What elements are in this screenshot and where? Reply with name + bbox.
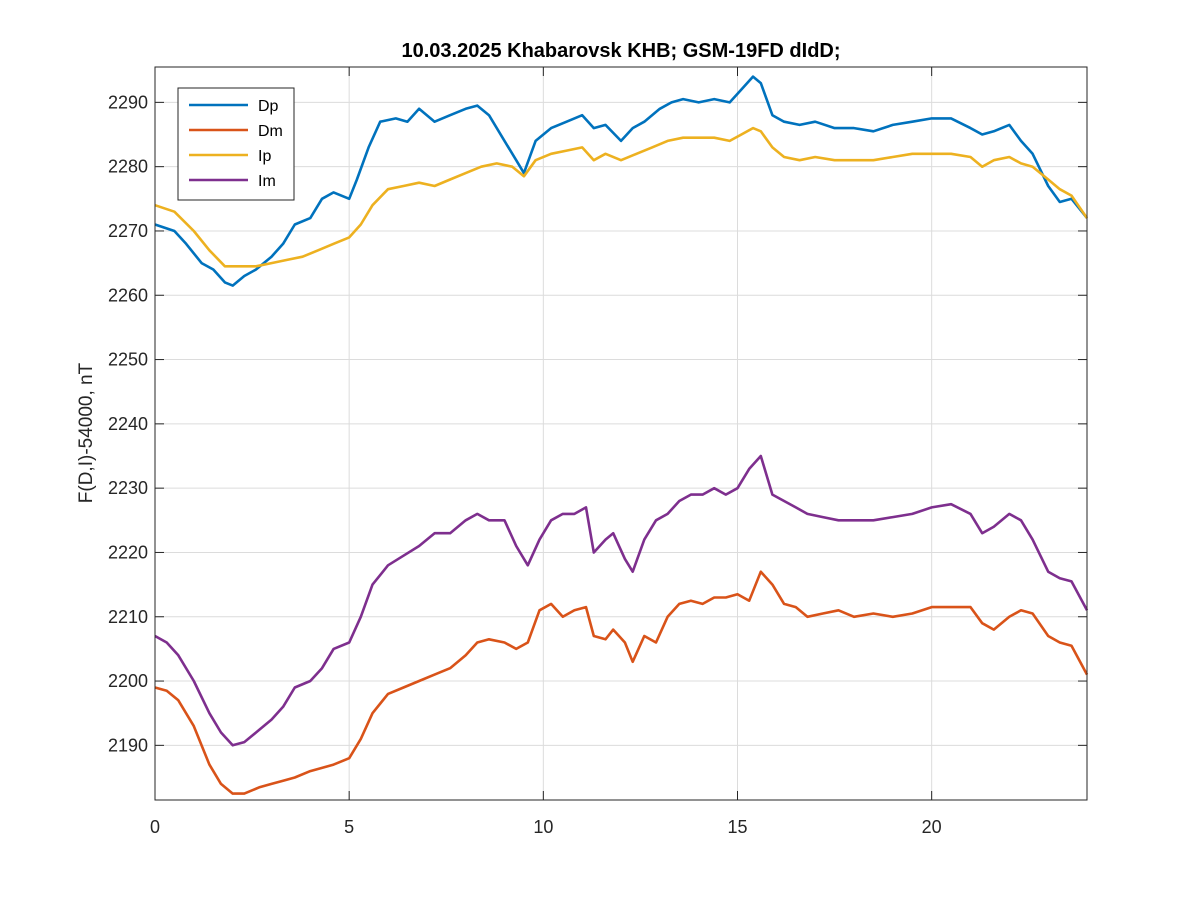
x-tick-label: 10 [533,817,553,837]
x-tick-label: 15 [727,817,747,837]
x-tick-label: 20 [922,817,942,837]
legend-label-dm: Dm [258,123,283,140]
tick-labels: 0 5 10 15 20 2190 2200 2210 2220 2230 2240 2250 2260… [108,92,942,837]
y-tick-label: 2240 [108,414,148,434]
axes-box [154,66,1088,801]
y-tick-label: 2290 [108,92,148,112]
y-axis-label: F(D,I)-54000, nT [76,362,97,503]
y-tick-label: 2220 [108,542,148,562]
y-tick-label: 2260 [108,285,148,305]
y-tick-label: 2210 [108,607,148,627]
legend-box [177,87,295,201]
plot-area [155,67,1087,800]
series-layer [154,75,1089,795]
series-line-im [154,454,1089,747]
y-tick-label: 2280 [108,157,148,177]
series-line-ip [154,126,1089,268]
chart-title: 10.03.2025 Khabarovsk KHB; GSM-19FD dIdD… [401,40,840,62]
y-tick-label: 2270 [108,221,148,241]
legend-label-ip: Ip [258,148,271,165]
y-tick-label: 2190 [108,735,148,755]
series-line-dp [154,75,1089,287]
y-tick-label: 2250 [108,350,148,370]
y-tick-label: 2200 [108,671,148,691]
x-tick-label: 5 [344,817,354,837]
ticks [154,67,1087,800]
legend-label-dp: Dp [258,98,279,115]
grid [154,67,1087,800]
legend: Dp Dm Ip Im [177,87,295,201]
series-line-dm [154,570,1089,795]
legend-label-im: Im [258,173,276,190]
y-tick-label: 2230 [108,478,148,498]
x-tick-label: 0 [150,817,160,837]
